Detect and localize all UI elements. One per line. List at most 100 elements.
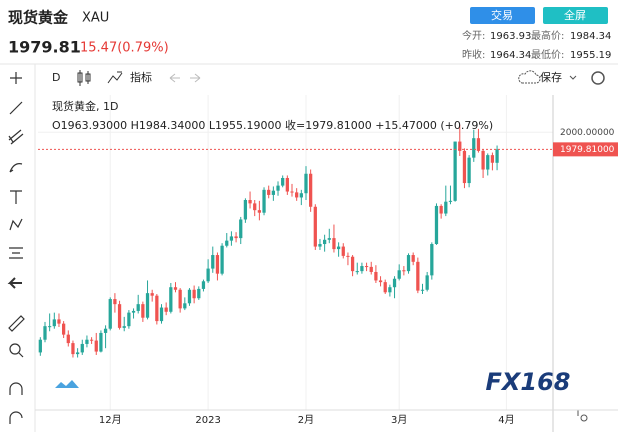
candle-body: [75, 352, 80, 355]
candle-body: [169, 287, 173, 312]
candle-body: [122, 326, 126, 328]
candle-body: [346, 255, 350, 257]
candle-body: [318, 244, 322, 247]
candle-body: [253, 203, 257, 211]
candle-body: [486, 155, 490, 170]
candle-body: [192, 289, 196, 299]
interval[interactable]: D: [52, 71, 60, 84]
indicators-button[interactable]: 指标: [130, 70, 152, 84]
crosshair-tool[interactable]: [10, 72, 22, 84]
candle-body: [155, 295, 159, 322]
candle-body: [183, 303, 187, 309]
candle-body: [476, 138, 481, 151]
candle-body: [299, 193, 303, 198]
candle-body: [108, 299, 112, 329]
candle-body: [257, 210, 262, 213]
last-price-label: 1979.81000: [560, 145, 615, 155]
projection-tool[interactable]: [9, 247, 23, 259]
candle-body: [164, 307, 168, 312]
zoom-tool[interactable]: [9, 343, 21, 355]
candle-body: [458, 141, 462, 151]
candle-body: [378, 280, 383, 283]
candle-body: [285, 177, 289, 192]
settings[interactable]: [591, 71, 605, 85]
back-tool[interactable]: [7, 277, 22, 289]
candle-body: [159, 307, 164, 322]
candle-body: [89, 339, 94, 341]
candle-body: [117, 304, 122, 328]
indicator-icon[interactable]: [107, 71, 123, 84]
candle-body: [234, 236, 238, 239]
candle-body: [131, 310, 136, 313]
candle-body: [229, 236, 234, 241]
candle-body: [239, 219, 243, 239]
stat-value: 1984.34: [570, 31, 611, 42]
ruler-tool[interactable]: [8, 315, 25, 332]
button-label: 交易: [491, 8, 513, 22]
stat-label: 最高价:: [531, 29, 564, 42]
candle-body: [406, 255, 411, 272]
candle-body: [448, 200, 453, 202]
lock-tool[interactable]: [9, 411, 23, 424]
fullscreen-button[interactable]: 全屏: [543, 7, 608, 24]
save-menu[interactable]: [569, 75, 577, 80]
fib-tool[interactable]: [8, 129, 24, 145]
candle-body: [332, 238, 336, 250]
x-tick-label: 4月: [498, 414, 514, 426]
candle-body: [220, 245, 224, 274]
price: 1979.81: [8, 38, 81, 57]
candle-body: [467, 157, 471, 184]
legend-title: 现货黄金, 1D: [52, 99, 118, 113]
stat-label: 今开:: [462, 29, 485, 42]
candle-body: [336, 246, 341, 250]
candle-body: [215, 255, 220, 274]
axis-settings[interactable]: [577, 410, 588, 422]
candle-body: [434, 205, 439, 245]
candle-body: [327, 238, 331, 240]
candle-body: [262, 189, 266, 213]
candle-body: [295, 192, 299, 198]
undo[interactable]: [169, 73, 180, 83]
change: 15.47(0.79%): [80, 41, 169, 56]
chart-style-icon[interactable]: [77, 70, 91, 86]
candle-body: [187, 289, 192, 304]
legend-ohlc: O1963.93000 H1984.34000 L1955.19000 收=19…: [52, 118, 493, 132]
line-tool[interactable]: [9, 101, 23, 115]
candle-body: [481, 150, 485, 170]
candle-body: [248, 200, 252, 204]
x-tick-label: 12月: [99, 414, 122, 426]
candle-body: [472, 138, 476, 158]
title: 现货黄金: [8, 9, 69, 27]
candle-body: [411, 255, 415, 262]
save-button[interactable]: 保存: [540, 70, 562, 84]
stat-value: 1955.19: [570, 50, 611, 61]
candle-body: [444, 201, 448, 214]
candle-body: [420, 289, 425, 291]
candle-body: [211, 255, 215, 269]
pattern-tool[interactable]: [9, 218, 23, 231]
stat-value: 1964.34: [490, 50, 531, 61]
candle-body: [52, 319, 56, 327]
brush-tool[interactable]: [9, 163, 23, 173]
candle-body: [355, 271, 359, 273]
trade-button[interactable]: 交易: [470, 7, 535, 24]
candle-body: [267, 189, 271, 195]
stat-label: 最低价:: [531, 48, 564, 61]
candle-body: [66, 334, 70, 344]
candle-body: [402, 270, 406, 272]
candle-body: [392, 278, 397, 288]
candle-body: [309, 173, 313, 207]
magnet-tool[interactable]: [9, 382, 23, 395]
candle-body: [136, 304, 140, 311]
text-tool[interactable]: [10, 190, 22, 204]
candle-body: [38, 339, 42, 353]
candle-body: [350, 256, 355, 272]
candle-body: [276, 185, 280, 191]
candle-body: [145, 293, 150, 318]
candle-body: [304, 173, 308, 194]
candle-body: [99, 332, 103, 352]
candle-body: [313, 206, 317, 247]
redo[interactable]: [190, 73, 201, 83]
stat-label: 昨收:: [462, 48, 485, 61]
